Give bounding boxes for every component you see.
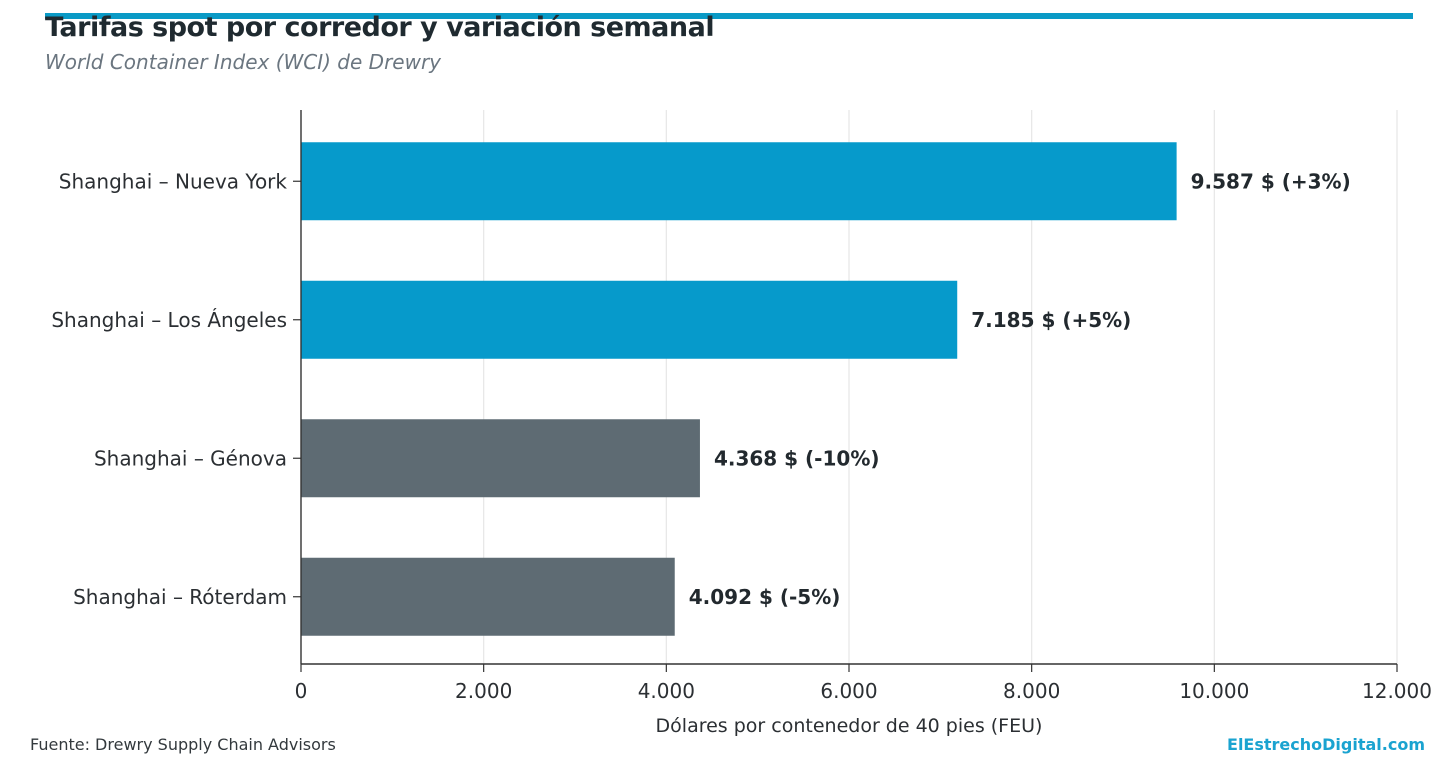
x-tick-label: 12.000 — [1362, 679, 1432, 703]
data-label: 4.092 $ (-5%) — [689, 585, 841, 609]
chart-subtitle: World Container Index (WCI) de Drewry — [45, 50, 442, 74]
category-label: Shanghai – Nueva York — [59, 169, 288, 193]
x-tick-label: 4.000 — [638, 679, 695, 703]
bar — [301, 142, 1177, 221]
category-label: Shanghai – Génova — [94, 446, 287, 470]
brand-link[interactable]: ElEstrechoDigital.com — [1227, 735, 1425, 754]
x-tick-label: 0 — [295, 679, 308, 703]
data-labels: 9.587 $ (+3%) 7.185 $ (+5%) 4.368 $ (-10%)… — [689, 169, 1351, 609]
bar — [301, 557, 675, 636]
x-tick-label: 8.000 — [1003, 679, 1060, 703]
data-label: 9.587 $ (+3%) — [1191, 169, 1351, 193]
bar — [301, 280, 958, 359]
data-label: 7.185 $ (+5%) — [971, 308, 1131, 332]
bar — [301, 419, 700, 498]
source-note: Fuente: Drewry Supply Chain Advisors — [30, 735, 336, 754]
x-tick-label: 6.000 — [820, 679, 877, 703]
x-tick-label: 2.000 — [455, 679, 512, 703]
x-axis-title: Dólares por contenedor de 40 pies (FEU) — [656, 715, 1043, 737]
category-label: Shanghai – Los Ángeles — [51, 308, 287, 332]
top-accent-bar — [45, 13, 1413, 19]
axes: 0 2.000 4.000 6.000 8.000 10.000 12.000 Shangha… — [51, 110, 1432, 737]
bars — [301, 142, 1177, 636]
x-tick-label: 10.000 — [1179, 679, 1249, 703]
chart-title: Tarifas spot por corredor y variación se… — [45, 12, 715, 43]
category-label: Shanghai – Róterdam — [73, 585, 287, 609]
data-label: 4.368 $ (-10%) — [714, 446, 880, 470]
